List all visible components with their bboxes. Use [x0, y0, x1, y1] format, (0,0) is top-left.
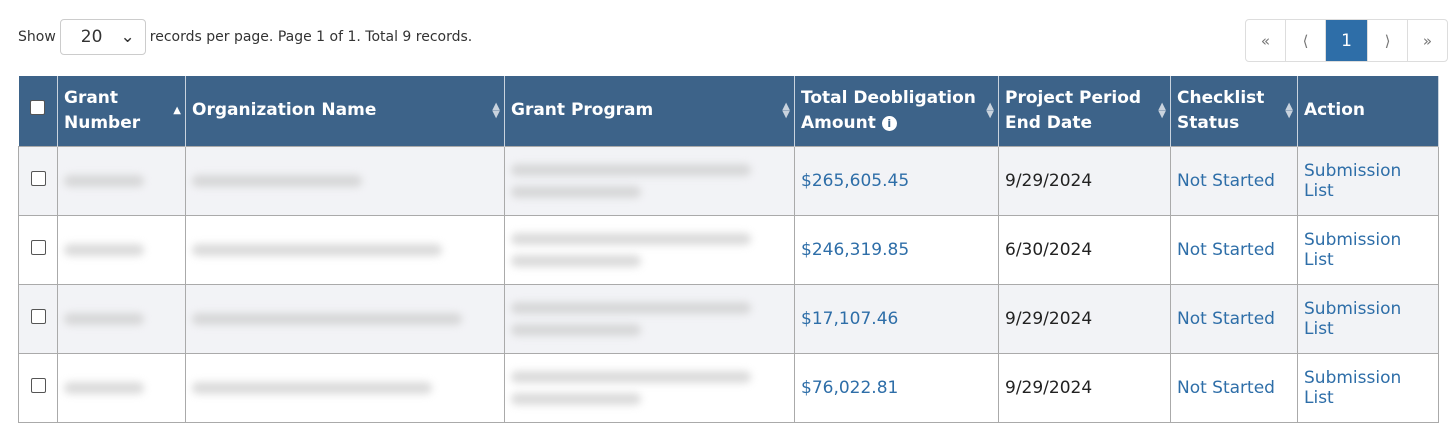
redacted-text: [511, 370, 751, 383]
redacted-text: [64, 174, 144, 187]
page-size-select[interactable]: 20 ⌄: [59, 19, 146, 55]
organization-cell: [185, 283, 505, 354]
table-row: $76,022.81 9/29/2024 Not Started Submiss…: [18, 352, 1439, 423]
last-page-button[interactable]: »: [1422, 31, 1433, 50]
col-label: Grant Number: [64, 87, 141, 133]
chevron-down-icon: ⌄: [120, 27, 135, 47]
first-page-button[interactable]: «: [1246, 20, 1286, 61]
redacted-text: [511, 301, 751, 314]
redacted-text: [192, 381, 432, 394]
row-checkbox[interactable]: [30, 239, 46, 255]
grant-number-cell: [57, 214, 186, 285]
organization-cell: [185, 352, 505, 423]
col-label: Total Deobligation Amount: [801, 87, 976, 133]
col-grant-program[interactable]: Grant Program ▲ ▼: [504, 76, 795, 146]
grant-program-cell: [504, 283, 795, 354]
organization-cell: [185, 145, 505, 216]
records-summary: records per page. Page 1 of 1. Total 9 r…: [149, 29, 473, 45]
sort-icon: ▲ ▼: [1158, 100, 1166, 120]
end-date-cell: 9/29/2024: [998, 352, 1171, 423]
row-select-cell: [18, 145, 58, 216]
redacted-text: [64, 381, 144, 394]
pagination: « ⟨ 1 ⟩ »: [1245, 19, 1448, 62]
deobligation-amount-link[interactable]: $265,605.45: [794, 145, 999, 216]
redacted-text: [64, 312, 144, 325]
col-label: Project Period End Date: [1005, 87, 1142, 133]
row-checkbox[interactable]: [30, 170, 46, 186]
grant-number-cell: [57, 283, 186, 354]
table-row: $246,319.85 6/30/2024 Not Started Submis…: [18, 214, 1439, 285]
col-checklist-status[interactable]: Checklist Status ▲ ▼: [1170, 76, 1298, 146]
sort-icon: ▲ ▼: [492, 100, 500, 120]
redacted-text: [192, 243, 442, 256]
grant-program-cell: [504, 214, 795, 285]
submission-list-link[interactable]: Submission List: [1297, 283, 1439, 354]
redacted-text: [511, 254, 641, 267]
next-page-button[interactable]: ⟩: [1368, 20, 1408, 61]
col-label: Checklist Status: [1177, 87, 1265, 133]
checklist-status-link[interactable]: Not Started: [1170, 145, 1298, 216]
col-total-deobligation[interactable]: Total Deobligation Amount i ▲ ▼: [794, 76, 999, 146]
col-project-end-date[interactable]: Project Period End Date ▲ ▼: [998, 76, 1171, 146]
grant-number-cell: [57, 145, 186, 216]
table-row: $17,107.46 9/29/2024 Not Started Submiss…: [18, 283, 1439, 354]
sort-icon: ▲ ▼: [1285, 100, 1293, 120]
organization-cell: [185, 214, 505, 285]
redacted-text: [511, 185, 641, 198]
row-select-cell: [18, 352, 58, 423]
col-organization-name[interactable]: Organization Name ▲ ▼: [185, 76, 505, 146]
checklist-status-link[interactable]: Not Started: [1170, 283, 1298, 354]
col-label: Organization Name: [192, 100, 377, 121]
redacted-text: [511, 163, 751, 176]
page-size-control: Show 20 ⌄ records per page. Page 1 of 1. …: [18, 19, 472, 55]
table-row: $265,605.45 9/29/2024 Not Started Submis…: [18, 145, 1439, 216]
redacted-text: [192, 174, 362, 187]
redacted-text: [511, 232, 751, 245]
row-select-cell: [18, 214, 58, 285]
page-1-button[interactable]: 1: [1326, 20, 1368, 61]
row-select-cell: [18, 283, 58, 354]
deobligation-amount-link[interactable]: $246,319.85: [794, 214, 999, 285]
prev-page-button[interactable]: ⟨: [1286, 20, 1326, 61]
row-checkbox[interactable]: [30, 308, 46, 324]
redacted-text: [511, 323, 641, 336]
col-action: Action: [1297, 76, 1439, 146]
show-label: Show: [18, 29, 56, 45]
grants-table: Grant Number ▲ Organization Name ▲ ▼ Grant …: [18, 76, 1439, 423]
redacted-text: [64, 243, 144, 256]
redacted-text: [511, 392, 641, 405]
end-date-cell: 9/29/2024: [998, 283, 1171, 354]
select-all-header: [18, 76, 58, 146]
submission-list-link[interactable]: Submission List: [1297, 214, 1439, 285]
grant-number-cell: [57, 352, 186, 423]
sort-asc-icon: ▲: [173, 104, 181, 116]
deobligation-amount-link[interactable]: $17,107.46: [794, 283, 999, 354]
select-all-checkbox[interactable]: [30, 100, 46, 116]
submission-list-link[interactable]: Submission List: [1297, 145, 1439, 216]
checklist-status-link[interactable]: Not Started: [1170, 214, 1298, 285]
col-grant-number[interactable]: Grant Number ▲: [57, 76, 186, 146]
sort-icon: ▲ ▼: [986, 100, 994, 120]
info-icon[interactable]: i: [881, 115, 897, 131]
redacted-text: [192, 312, 462, 325]
end-date-cell: 6/30/2024: [998, 214, 1171, 285]
deobligation-amount-link[interactable]: $76,022.81: [794, 352, 999, 423]
grant-program-cell: [504, 352, 795, 423]
grant-program-cell: [504, 145, 795, 216]
checklist-status-link[interactable]: Not Started: [1170, 352, 1298, 423]
col-label: Action: [1304, 100, 1365, 121]
sort-icon: ▲ ▼: [782, 100, 790, 120]
end-date-cell: 9/29/2024: [998, 145, 1171, 216]
col-label: Grant Program: [511, 100, 654, 121]
row-checkbox[interactable]: [30, 377, 46, 393]
submission-list-link[interactable]: Submission List: [1297, 352, 1439, 423]
page-size-value: 20: [80, 27, 103, 47]
